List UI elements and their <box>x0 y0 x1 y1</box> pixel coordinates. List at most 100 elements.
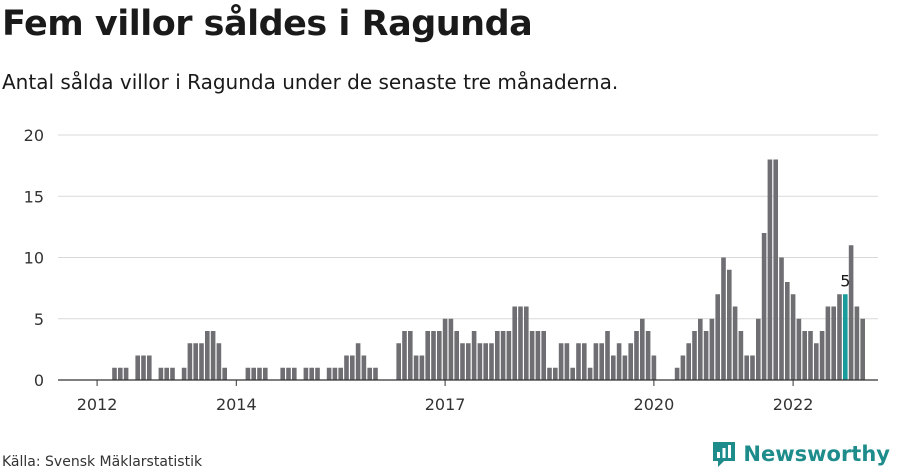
bar <box>686 343 691 380</box>
newsworthy-logo-icon <box>713 442 736 467</box>
bar <box>251 367 256 380</box>
bar <box>651 355 657 380</box>
bar <box>680 355 686 380</box>
bar <box>785 282 790 380</box>
bar <box>477 343 483 380</box>
highlight-value-label: 5 <box>840 271 850 290</box>
bar <box>315 367 320 380</box>
x-tick-label: 2012 <box>77 395 118 414</box>
bar <box>118 367 123 380</box>
brand-name: Newsworthy <box>743 442 890 466</box>
bar <box>309 367 314 380</box>
bar <box>819 331 825 380</box>
bar <box>506 331 512 380</box>
x-tick-label: 2020 <box>634 395 675 414</box>
bar <box>541 331 546 380</box>
bar <box>616 343 622 380</box>
bar <box>645 331 651 380</box>
bar <box>802 331 807 380</box>
bar <box>576 343 581 380</box>
bar <box>245 367 251 380</box>
bar <box>147 355 152 380</box>
bar <box>732 306 738 380</box>
y-tick-label: 15 <box>24 187 44 206</box>
bar <box>402 331 407 380</box>
bar <box>587 367 593 380</box>
bar <box>170 367 175 380</box>
bar <box>796 318 802 380</box>
bar <box>837 294 842 380</box>
bar <box>848 245 854 380</box>
source-note: Källa: Svensk Mäklarstatistik <box>2 454 203 470</box>
bar <box>471 331 477 380</box>
bar <box>814 343 819 380</box>
bar <box>500 331 506 380</box>
bar <box>808 331 813 380</box>
bar <box>344 355 349 380</box>
bar <box>292 367 297 380</box>
bar <box>628 343 633 380</box>
bar <box>773 159 778 380</box>
bar <box>483 343 488 380</box>
bar <box>361 355 367 380</box>
bar <box>431 331 436 380</box>
chart-title: Fem villor såldes i Ragunda <box>2 4 533 44</box>
bar <box>535 331 541 380</box>
y-tick-label: 20 <box>24 126 44 145</box>
x-tick-label: 2017 <box>425 395 466 414</box>
bar <box>512 306 517 380</box>
bar <box>622 355 628 380</box>
bar <box>779 257 784 380</box>
bar <box>442 318 448 380</box>
bar <box>112 367 117 380</box>
bar <box>413 355 419 380</box>
bar <box>854 306 860 380</box>
bar-chart: 0 5 10 15 20 5 2012 2014 2017 2020 2022 <box>24 126 878 414</box>
bar <box>547 367 552 380</box>
bar <box>634 331 639 380</box>
bar <box>355 343 361 380</box>
chart-subtitle: Antal sålda villor i Ragunda under de se… <box>2 70 619 94</box>
bar <box>529 331 535 380</box>
bar <box>860 318 865 380</box>
bar <box>582 343 587 380</box>
y-tick-label: 5 <box>34 310 44 329</box>
bar <box>373 367 378 380</box>
bar <box>524 306 529 380</box>
bar <box>489 343 494 380</box>
bar <box>164 367 169 380</box>
bar <box>593 343 599 380</box>
bar <box>756 318 761 380</box>
bar <box>611 355 616 380</box>
bar <box>280 367 285 380</box>
bar <box>674 367 680 380</box>
brand-logo[interactable]: Newsworthy <box>711 440 890 468</box>
highlight-bar <box>843 294 848 380</box>
bar <box>640 318 645 380</box>
bar <box>222 367 227 380</box>
bar <box>437 331 442 380</box>
bar <box>199 343 204 380</box>
bar <box>263 367 268 380</box>
bar <box>448 318 454 380</box>
bar <box>210 331 216 380</box>
bar <box>396 343 401 380</box>
bar <box>338 367 343 380</box>
y-tick-label: 0 <box>34 371 44 390</box>
bar <box>727 269 732 380</box>
bar <box>605 331 610 380</box>
bar <box>738 331 744 380</box>
bar <box>698 318 703 380</box>
bar <box>495 331 500 380</box>
bar <box>135 355 140 380</box>
bar <box>750 355 755 380</box>
bar <box>257 367 262 380</box>
bar <box>744 355 749 380</box>
bar <box>303 367 309 380</box>
bar <box>553 367 558 380</box>
bar <box>564 343 570 380</box>
bar <box>466 343 471 380</box>
bar <box>767 159 773 380</box>
bar <box>205 331 210 380</box>
bar <box>761 233 767 380</box>
